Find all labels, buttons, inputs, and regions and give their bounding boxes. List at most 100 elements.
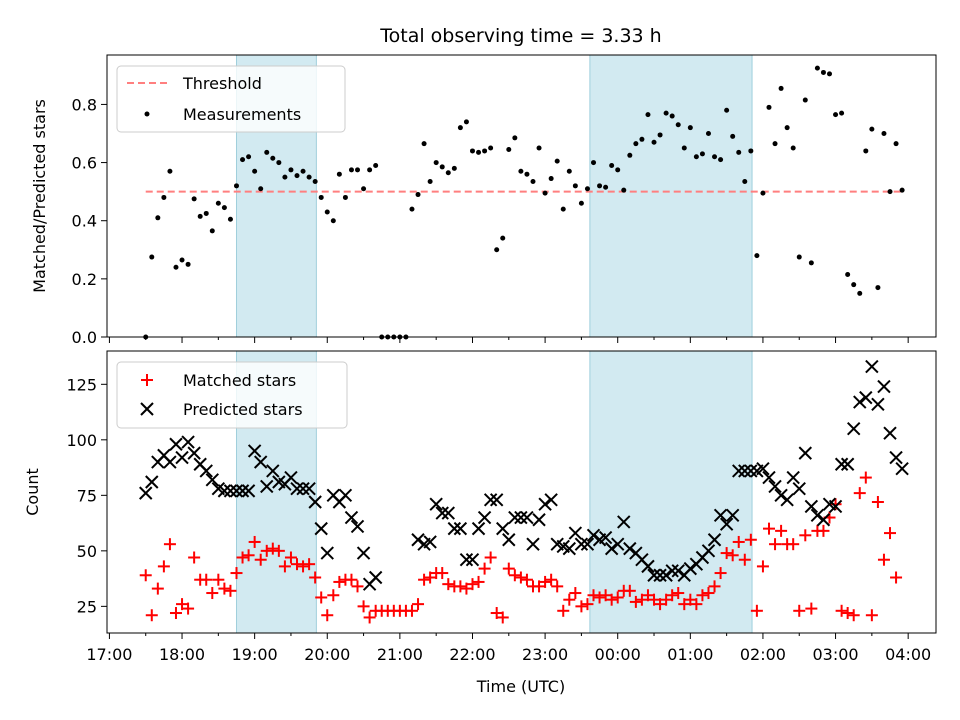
top-ytick-label: 0.4	[72, 212, 97, 231]
bottom-xtick-label: 23:00	[522, 645, 568, 664]
chart-title: Total observing time = 3.33 h	[379, 25, 661, 47]
predicted-point-24	[284, 470, 298, 485]
measurement-point-80	[627, 152, 633, 158]
bottom-xtick-label: 19:00	[232, 645, 278, 664]
predicted-point-35	[350, 519, 365, 534]
matched-point-94	[708, 580, 721, 593]
measurement-point-120	[869, 126, 875, 132]
measurement-point-47	[427, 178, 433, 184]
matched-point-68	[551, 580, 564, 593]
measurement-point-106	[784, 125, 790, 131]
matched-point-3	[157, 560, 170, 573]
measurement-point-11	[209, 228, 215, 234]
matched-point-108	[793, 604, 806, 617]
measurement-point-54	[469, 148, 475, 154]
predicted-point-62	[514, 510, 528, 525]
predicted-point-77	[604, 541, 619, 556]
shaded-region-2	[589, 350, 753, 634]
predicted-point-65	[532, 513, 546, 527]
measurement-point-92	[699, 151, 705, 157]
bottom-xtick-label: 00:00	[595, 645, 641, 664]
matched-point-100	[744, 533, 757, 546]
bottom-y-axis-label: Count	[23, 468, 42, 516]
measurement-point-4	[167, 168, 173, 174]
matched-point-86	[660, 593, 673, 606]
bottom-xtick-label: 18:00	[159, 645, 205, 664]
bottom-plot-frame	[106, 350, 937, 634]
matched-point-107	[787, 538, 800, 551]
measurement-point-83	[645, 112, 651, 118]
matched-point-118	[853, 487, 866, 500]
measurement-point-21	[270, 155, 276, 161]
matched-point-104	[769, 538, 782, 551]
predicted-point-19	[253, 455, 268, 469]
matched-point-124	[890, 571, 903, 584]
top-legend: Threshold Measurements	[116, 65, 346, 133]
measurement-point-63	[524, 171, 530, 177]
matched-point-74	[587, 589, 600, 602]
measurement-point-32	[336, 171, 342, 177]
measurement-point-35	[355, 167, 361, 173]
predicted-point-60	[502, 533, 516, 547]
matched-point-95	[714, 567, 727, 580]
predicted-point-51	[447, 521, 462, 536]
predicted-point-117	[846, 422, 861, 436]
matched-point-66	[539, 575, 552, 588]
matched-point-2	[151, 582, 164, 595]
predicted-point-26	[296, 481, 310, 496]
bottom-xtick-label: 01:00	[667, 645, 713, 664]
matched-point-78	[611, 591, 624, 604]
matched-point-70	[563, 593, 576, 606]
measurement-point-60	[506, 146, 512, 152]
predicted-point-84	[647, 568, 661, 582]
measurement-point-37	[367, 167, 373, 173]
measurement-point-22	[276, 160, 282, 166]
matched-point-5	[169, 607, 182, 620]
measurement-point-62	[518, 168, 524, 174]
matched-point-83	[641, 589, 654, 602]
measurement-point-2	[155, 215, 161, 221]
predicted-point-106	[780, 493, 794, 507]
measurement-point-94	[712, 154, 718, 160]
measurement-point-81	[633, 141, 639, 147]
predicted-point-70	[562, 541, 577, 556]
predicted-point-88	[671, 564, 685, 578]
measurement-point-49	[439, 164, 445, 170]
predicted-point-8	[187, 446, 201, 460]
matched-point-24	[284, 551, 297, 564]
predicted-point-0	[139, 486, 153, 500]
matched-point-11	[206, 587, 219, 600]
bottom-xtick-label: 21:00	[377, 645, 423, 664]
measurement-point-82	[639, 136, 645, 142]
measurement-point-119	[863, 148, 869, 154]
measurement-point-14	[227, 216, 233, 222]
predicted-point-112	[816, 513, 831, 527]
predicted-point-97	[725, 508, 740, 523]
measurement-point-5	[173, 264, 179, 270]
predicted-point-107	[786, 470, 800, 485]
matched-point-36	[357, 600, 370, 613]
predicted-point-102	[756, 461, 770, 476]
measurement-point-50	[445, 170, 451, 176]
predicted-point-110	[804, 499, 819, 514]
measurement-point-112	[820, 69, 826, 75]
matched-point-119	[859, 471, 872, 484]
matched-point-117	[847, 609, 860, 622]
matched-point-35	[351, 580, 364, 593]
measurement-point-30	[324, 209, 330, 215]
matched-point-65	[533, 580, 546, 593]
predicted-point-109	[798, 446, 813, 460]
measurement-point-72	[578, 200, 584, 206]
measurement-point-85	[657, 132, 663, 138]
measurement-point-110	[808, 260, 814, 266]
matched-point-103	[762, 522, 775, 535]
matched-point-99	[738, 553, 751, 566]
measurement-point-76	[603, 184, 609, 190]
matched-point-82	[635, 593, 648, 606]
measurement-point-107	[790, 145, 796, 151]
matched-point-29	[315, 591, 328, 604]
matched-point-52	[454, 580, 467, 593]
measurement-point-16	[240, 157, 246, 163]
predicted-point-71	[568, 526, 583, 540]
